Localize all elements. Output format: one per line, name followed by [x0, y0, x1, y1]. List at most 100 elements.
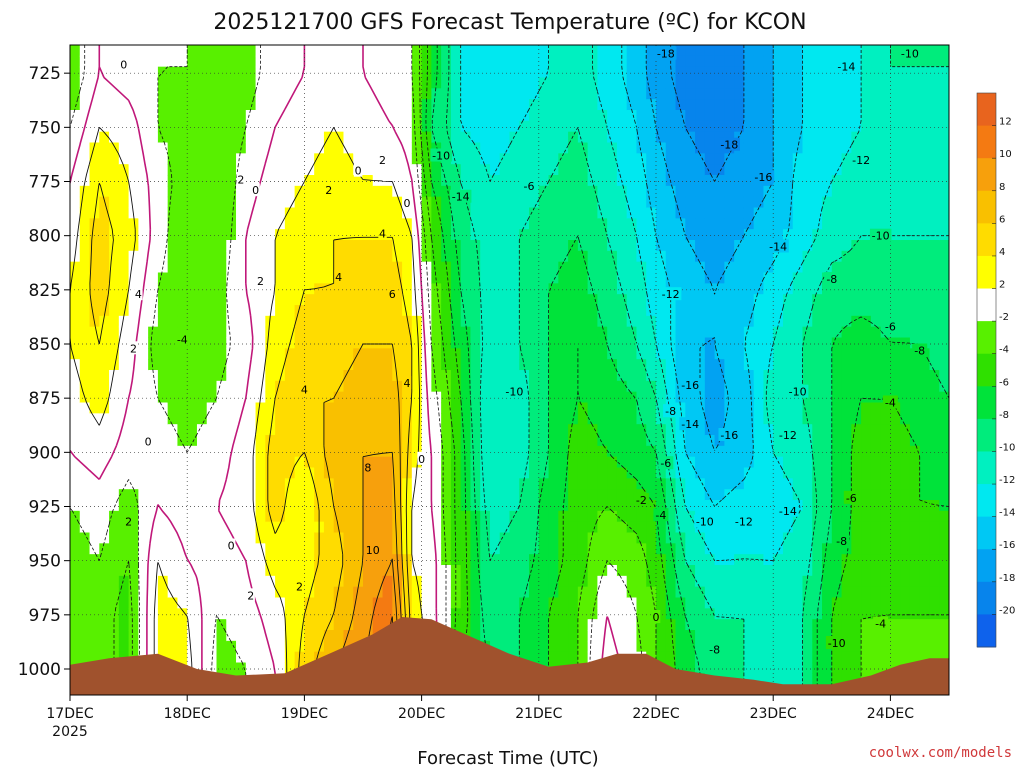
- heat-cell: [695, 207, 706, 219]
- heat-cell: [275, 77, 286, 89]
- heat-cell: [538, 391, 550, 404]
- heat-cell: [402, 110, 413, 122]
- heat-cell: [675, 565, 686, 577]
- heat-cell: [802, 261, 813, 274]
- heat-cell: [70, 467, 81, 479]
- heat-cell: [392, 402, 403, 414]
- heat-cell: [675, 489, 686, 501]
- heat-cell: [548, 380, 559, 393]
- heat-cell: [480, 315, 491, 328]
- heat-cell: [245, 88, 257, 100]
- heat-cell: [538, 261, 550, 274]
- heat-cell: [841, 185, 852, 198]
- heat-cell: [616, 586, 628, 599]
- heat-cell: [802, 283, 813, 295]
- heat-cell: [245, 565, 257, 577]
- heat-cell: [79, 597, 91, 609]
- heat-cell: [675, 88, 686, 100]
- heat-cell: [157, 435, 169, 447]
- heat-cell: [695, 110, 706, 122]
- heat-cell: [763, 120, 774, 133]
- heat-cell: [480, 575, 491, 588]
- heat-cell: [275, 608, 286, 620]
- heat-cell: [382, 110, 393, 122]
- heat-cell: [323, 196, 335, 209]
- heat-cell: [607, 153, 618, 165]
- heat-cell: [597, 185, 608, 198]
- heat-cell: [323, 413, 335, 425]
- heat-cell: [89, 586, 100, 599]
- heat-cell: [89, 359, 100, 371]
- heat-cell: [626, 478, 638, 490]
- heat-cell: [675, 662, 686, 674]
- heat-cell: [724, 315, 735, 328]
- heat-cell: [714, 500, 725, 512]
- heat-cell: [665, 597, 677, 609]
- heat-cell: [607, 175, 618, 187]
- heat-cell: [79, 164, 91, 176]
- heat-cell: [861, 120, 872, 133]
- heat-cell: [275, 445, 286, 458]
- heat-cell: [226, 315, 237, 328]
- heat-cell: [177, 597, 188, 609]
- heat-cell: [382, 337, 393, 349]
- heat-cell: [568, 283, 579, 295]
- heat-cell: [284, 218, 296, 230]
- heat-cell: [695, 608, 706, 620]
- heat-cell: [734, 619, 745, 631]
- heat-cell: [558, 55, 569, 68]
- heat-cell: [402, 305, 413, 317]
- heat-cell: [167, 500, 179, 512]
- heat-cell: [79, 456, 91, 469]
- heat-cell: [99, 489, 110, 501]
- heat-cell: [109, 240, 120, 252]
- heat-cell: [802, 120, 813, 133]
- heat-cell: [782, 88, 794, 100]
- heat-cell: [128, 261, 139, 274]
- heat-cell: [812, 565, 823, 577]
- heat-cell: [753, 153, 765, 165]
- heat-cell: [148, 142, 159, 154]
- heat-cell: [763, 586, 774, 599]
- heat-cell: [812, 131, 823, 144]
- heat-cell: [411, 77, 423, 89]
- heat-cell: [196, 218, 208, 230]
- heat-cell: [782, 315, 794, 328]
- heat-cell: [275, 272, 286, 284]
- heat-cell: [294, 380, 305, 393]
- heat-cell: [402, 66, 413, 79]
- heat-cell: [636, 77, 647, 89]
- heat-cell: [685, 218, 696, 230]
- heat-cell: [734, 218, 745, 230]
- heat-cell: [607, 391, 618, 404]
- heat-cell: [411, 305, 423, 317]
- heat-cell: [509, 359, 520, 371]
- heat-cell: [753, 185, 765, 198]
- heat-cell: [577, 445, 589, 458]
- heat-cell: [353, 337, 364, 349]
- heat-cell: [568, 640, 579, 653]
- heat-cell: [861, 196, 872, 209]
- heat-cell: [128, 110, 139, 122]
- heat-cell: [861, 337, 872, 349]
- heat-cell: [558, 435, 569, 447]
- heat-cell: [646, 543, 657, 555]
- heat-cell: [695, 489, 706, 501]
- heat-cell: [636, 575, 647, 588]
- heat-cell: [577, 305, 589, 317]
- heat-cell: [577, 120, 589, 133]
- heat-cell: [157, 164, 169, 176]
- heat-cell: [216, 261, 227, 274]
- heat-cell: [382, 521, 393, 534]
- heat-cell: [304, 305, 315, 317]
- heat-cell: [167, 510, 179, 523]
- heat-cell: [656, 250, 667, 263]
- heat-cell: [343, 575, 354, 588]
- heat-cell: [245, 77, 257, 89]
- heat-cell: [333, 478, 345, 490]
- heat-cell: [861, 326, 872, 339]
- heat-cell: [450, 391, 462, 404]
- heat-cell: [304, 586, 315, 599]
- heat-cell: [861, 445, 872, 458]
- heat-cell: [255, 348, 266, 360]
